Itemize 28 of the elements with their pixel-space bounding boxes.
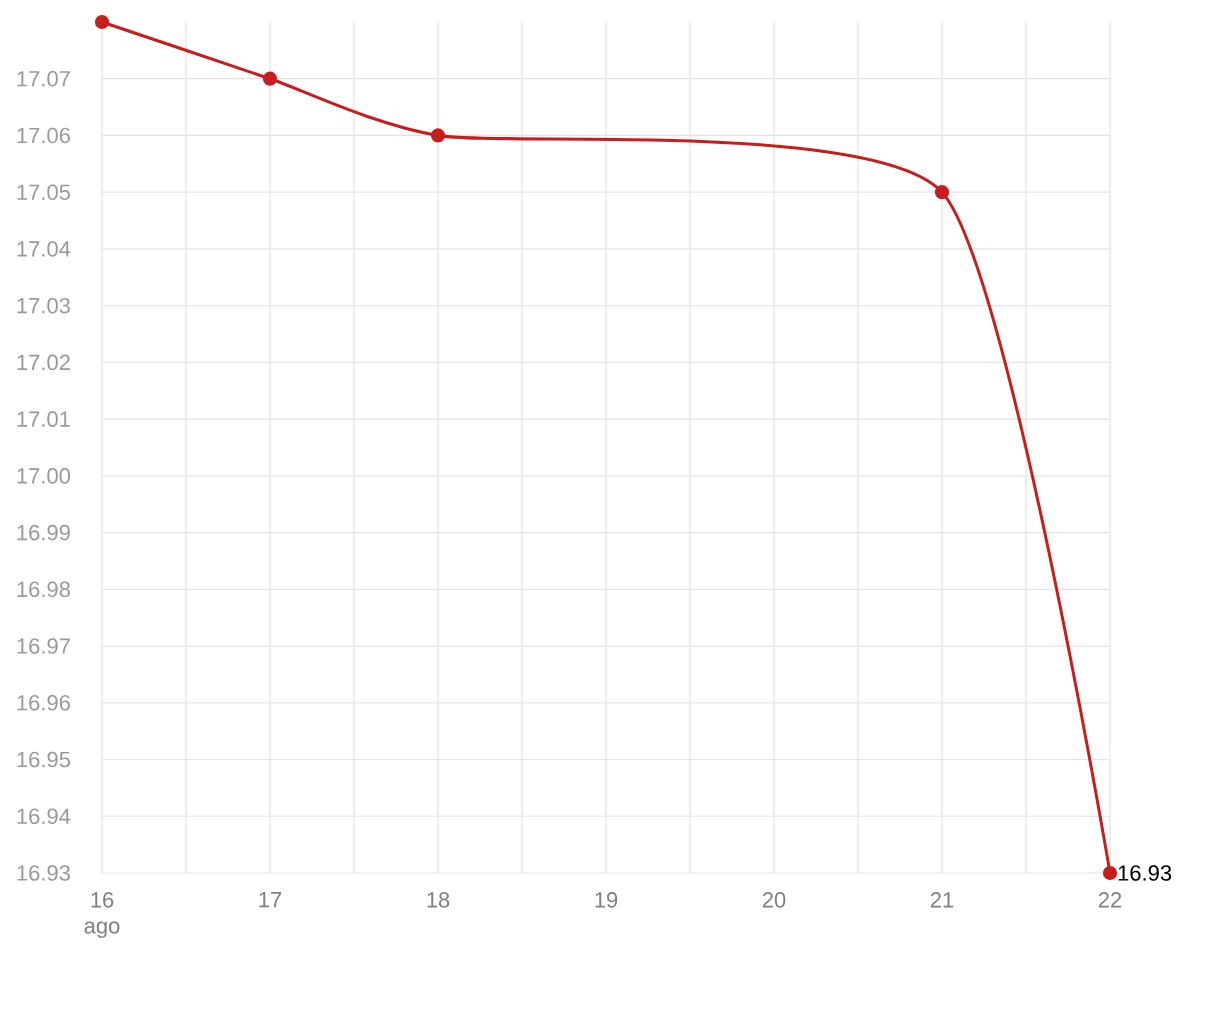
x-tick-label: 17 (259, 892, 282, 908)
point (430, 128, 446, 143)
x-tick-label: 22 (1098, 892, 1122, 908)
data-label: 16.93 (1118, 865, 1172, 881)
point (934, 185, 950, 200)
x-tick-label: 20 (762, 892, 786, 908)
x-tick-label: 19 (595, 892, 618, 908)
point (262, 71, 278, 86)
y-tick-label: 17.02 (17, 354, 70, 371)
y-tick-label: 17.07 (17, 70, 70, 87)
y-tick-label: 17.04 (17, 241, 71, 257)
y-tick-label: 16.97 (17, 638, 70, 654)
y-tick-label: 16.98 (17, 581, 70, 598)
y-tick-label: 17.00 (17, 468, 71, 484)
x-tick-label: 16 ago (84, 892, 120, 938)
y-tick-label: 16.99 (17, 524, 70, 541)
point (94, 14, 110, 30)
y-tick-label: 17.05 (17, 184, 70, 200)
y-tick-label: 17.06 (17, 127, 70, 144)
y-tick-label: 16.93 (17, 865, 70, 881)
y-tick-label: 16.94 (17, 808, 71, 825)
y-tick-label: 17.01 (17, 411, 70, 427)
y-tick-label: 16.95 (17, 751, 70, 768)
x-tick-label: 18 (427, 892, 450, 908)
y-tick-label: 16.96 (17, 695, 70, 711)
y-tick-label: 17.03 (17, 297, 70, 314)
point (1102, 865, 1118, 881)
x-tick-label: 21 (930, 892, 954, 908)
